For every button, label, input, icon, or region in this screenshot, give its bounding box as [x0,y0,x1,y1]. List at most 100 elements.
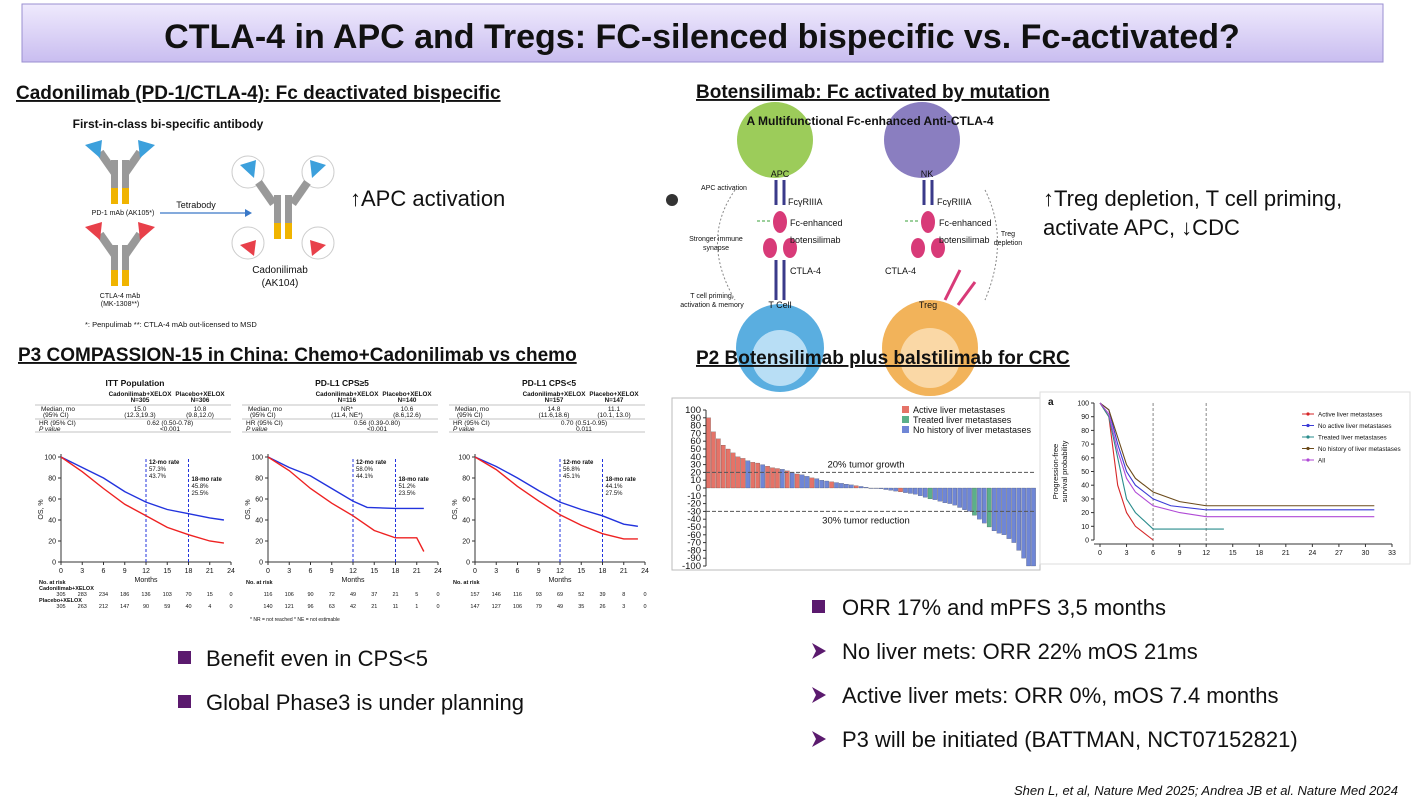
y-tick-label: 80 [462,476,470,483]
x-tick-label: 0 [1098,550,1102,557]
x-tick-label: 30 [1362,550,1370,557]
at-risk-number: 70 [185,592,191,598]
legend-label: Active liver metastases [913,405,1006,415]
at-risk-number: 8 [622,592,625,598]
at-risk-number: 140 [263,604,272,610]
y-tick-label: -60 [687,530,701,541]
cadonilimab-figure [85,140,335,286]
y-tick-label: -40 [687,514,701,525]
at-risk-number: 106 [513,604,522,610]
table-row-label: P value [453,426,475,433]
panel-title: PD-L1 CPS<5 [522,378,576,388]
x-tick-label: 9 [537,568,541,575]
table-cell: (8.6,12.6) [393,412,421,419]
figure-label: APC activation [701,185,747,192]
x-tick-label: 9 [330,568,334,575]
bar [952,487,957,506]
bar [1011,487,1017,543]
at-risk-number: 90 [307,592,313,598]
at-risk-number: 37 [371,592,377,598]
bar [780,469,785,489]
x-axis-label: Months [342,577,365,584]
at-risk-number: 63 [329,604,335,610]
table-cell: (12.3,19.3) [124,412,155,419]
legend-label: Treated liver metastases [1318,435,1387,442]
y-tick-label: 90 [1081,414,1089,421]
bullet-text: P3 will be initiated (BATTMAN, NCT071528… [842,727,1298,752]
table-row-label: P value [39,426,61,433]
bullet-arrow [812,731,826,747]
reference-label: 30% tumor reduction [822,515,910,526]
table-cell: 0.62 (0.50-0.78) [147,420,193,427]
y-tick-label: 10 [690,475,701,486]
panel-letter: a [1048,397,1054,408]
bar [903,487,908,493]
bar [1016,487,1022,551]
table-cell: 10.6 [401,406,414,413]
survival-curve [60,456,225,521]
at-risk-number: 21 [371,604,377,610]
table-header: N=306 [191,397,210,404]
legend-dot [1306,446,1310,451]
at-risk-number: 52 [578,592,584,598]
legend-label: No history of liver metastases [913,425,1032,435]
chart-frame [1039,391,1411,565]
y-axis-label: OS, % [245,499,252,519]
section-heading: Cadonilimab (PD-1/CTLA-4): Fc deactivate… [16,83,501,104]
bar [913,487,918,495]
at-risk-arm: Cadonilimab+XELOX [39,586,94,592]
at-risk-number: 15 [207,592,213,598]
table-header: Placebo+XELOX [589,391,639,398]
rate-value: 43.7% [149,474,167,480]
rate-label: 18-mo rate [192,477,223,483]
bar [878,487,884,489]
bar [789,472,795,489]
bar [991,487,997,532]
figure-label: Fc-enhanced [790,218,843,228]
x-tick-label: 15 [577,568,585,575]
y-tick-label: -30 [687,506,701,517]
bar [937,487,943,502]
x-tick-label: 6 [102,568,106,575]
bullet-text: Active liver mets: ORR 0%, mOS 7.4 month… [842,683,1278,708]
y-tick-label: -80 [687,545,701,556]
slide-title: CTLA-4 in APC and Tregs: FC-silenced bis… [164,18,1240,56]
bar [873,487,879,489]
table-row-label: HR (95% CI) [39,420,76,427]
figure-label: Stronger immune [689,236,743,243]
rate-value: 25.5% [192,491,210,497]
y-tick-label: 70 [1081,442,1089,449]
bullet-text: No liver mets: ORR 22% mOS 21ms [842,639,1198,664]
x-tick-label: 24 [227,568,235,575]
bar [745,460,751,489]
x-tick-label: 9 [123,568,127,575]
table-cell: 0.70 (0.51-0.95) [561,420,607,427]
at-risk-number: 3 [622,604,625,610]
bar [893,487,898,492]
panel-title: PD-L1 CPS≥5 [315,378,369,388]
at-risk-number: 212 [99,604,108,610]
bar [967,487,972,512]
at-risk-number: 0 [436,604,439,610]
y-tick-label: 20 [48,539,56,546]
bullet-text: Benefit even in CPS<5 [206,646,428,671]
bar [996,487,1002,534]
legend-dot [1306,435,1310,439]
at-risk-number: 121 [285,604,294,610]
x-tick-label: 0 [266,568,270,575]
at-risk-number: 72 [329,592,335,598]
rate-value: 44.1% [356,474,374,480]
at-risk-number: 49 [350,592,356,598]
figure-label: Treg [919,300,937,310]
y-tick-label: 100 [1077,401,1089,408]
at-risk-number: 106 [285,592,294,598]
x-tick-label: 12 [556,568,564,575]
y-tick-label: 60 [462,497,470,504]
at-risk-number: 0 [229,592,232,598]
figure-title: A Multifunctional Fc-enhanced Anti-CTLA-… [746,114,993,128]
x-tick-label: 33 [1388,550,1396,557]
at-risk-number: 4 [208,604,211,610]
y-axis-label: survival probability [1060,440,1069,502]
x-tick-label: 24 [1308,550,1316,557]
figure-label: APC [771,169,790,179]
